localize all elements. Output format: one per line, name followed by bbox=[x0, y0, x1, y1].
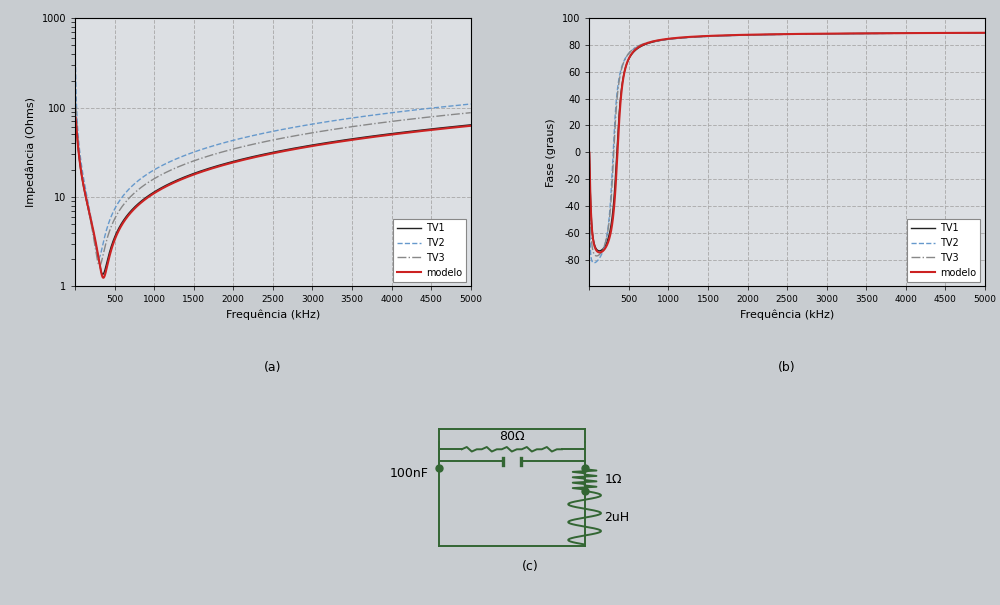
TV3 bbox=[971, 29, 983, 36]
modelo bbox=[629, 47, 641, 54]
modelo bbox=[583, 149, 595, 156]
modelo bbox=[735, 31, 747, 39]
TV1 bbox=[238, 155, 250, 162]
TV3 bbox=[414, 114, 426, 122]
TV2 bbox=[652, 37, 664, 44]
TV1 bbox=[138, 195, 150, 203]
Text: (c): (c) bbox=[522, 560, 538, 574]
TV2 bbox=[221, 139, 233, 146]
TV1 bbox=[221, 160, 233, 167]
TV3 bbox=[583, 149, 595, 157]
TV2 bbox=[457, 101, 469, 108]
TV3 bbox=[979, 29, 991, 36]
TV1 bbox=[735, 31, 747, 39]
TV2 bbox=[735, 31, 747, 39]
TV1 bbox=[929, 30, 941, 37]
TV3 bbox=[591, 252, 603, 260]
TV1 bbox=[97, 270, 109, 278]
Text: (a): (a) bbox=[264, 362, 282, 374]
TV2 bbox=[138, 173, 150, 180]
modelo bbox=[971, 29, 983, 36]
Line: modelo: modelo bbox=[589, 33, 985, 252]
modelo bbox=[97, 274, 109, 281]
Line: TV3: TV3 bbox=[589, 33, 985, 256]
Text: 1Ω: 1Ω bbox=[605, 473, 622, 486]
TV2 bbox=[465, 100, 477, 108]
TV1 bbox=[629, 47, 641, 54]
Line: TV2: TV2 bbox=[589, 33, 985, 263]
modelo bbox=[465, 122, 477, 129]
modelo bbox=[238, 156, 250, 163]
TV3 bbox=[465, 109, 477, 116]
X-axis label: Frequência (kHz): Frequência (kHz) bbox=[740, 310, 834, 321]
TV1 bbox=[652, 38, 664, 45]
Text: 80Ω: 80Ω bbox=[499, 430, 525, 443]
X-axis label: Frequência (kHz): Frequência (kHz) bbox=[226, 310, 320, 321]
TV3 bbox=[69, 88, 81, 95]
Point bbox=[577, 463, 593, 473]
TV3 bbox=[457, 110, 469, 117]
modelo bbox=[414, 128, 426, 135]
Line: TV3: TV3 bbox=[75, 91, 471, 266]
TV1 bbox=[971, 29, 983, 36]
TV3 bbox=[114, 206, 126, 213]
TV3 bbox=[238, 143, 250, 150]
TV1 bbox=[583, 149, 595, 156]
TV3 bbox=[94, 262, 106, 269]
modelo bbox=[457, 123, 469, 130]
Point bbox=[431, 463, 447, 473]
TV2 bbox=[979, 29, 991, 36]
TV3 bbox=[752, 31, 764, 38]
Y-axis label: Fase (graus): Fase (graus) bbox=[546, 118, 556, 186]
Legend: TV1, TV2, TV3, modelo: TV1, TV2, TV3, modelo bbox=[393, 219, 466, 281]
TV2 bbox=[929, 30, 941, 37]
modelo bbox=[221, 160, 233, 168]
TV1 bbox=[457, 122, 469, 129]
Line: TV1: TV1 bbox=[589, 33, 985, 251]
TV1 bbox=[414, 126, 426, 134]
TV1 bbox=[69, 114, 81, 122]
Point bbox=[577, 486, 593, 495]
modelo bbox=[69, 112, 81, 119]
modelo bbox=[979, 29, 991, 36]
TV2 bbox=[114, 196, 126, 203]
TV3 bbox=[221, 147, 233, 154]
TV1 bbox=[593, 247, 605, 255]
Legend: TV1, TV2, TV3, modelo: TV1, TV2, TV3, modelo bbox=[907, 219, 980, 281]
modelo bbox=[929, 30, 941, 37]
Text: (b): (b) bbox=[778, 362, 796, 374]
modelo bbox=[594, 249, 606, 256]
Text: 100nF: 100nF bbox=[389, 466, 428, 480]
TV1 bbox=[752, 31, 764, 38]
TV2 bbox=[238, 134, 250, 142]
TV2 bbox=[971, 30, 983, 37]
Line: TV2: TV2 bbox=[75, 45, 471, 258]
TV3 bbox=[652, 37, 664, 44]
modelo bbox=[114, 224, 126, 231]
TV2 bbox=[583, 151, 595, 158]
TV3 bbox=[929, 30, 941, 37]
modelo bbox=[652, 37, 664, 44]
TV3 bbox=[138, 182, 150, 189]
modelo bbox=[752, 31, 764, 38]
TV2 bbox=[752, 31, 764, 39]
TV2 bbox=[588, 260, 600, 267]
TV3 bbox=[735, 31, 747, 39]
Line: TV1: TV1 bbox=[75, 118, 471, 274]
TV3 bbox=[629, 44, 641, 51]
TV2 bbox=[629, 45, 641, 52]
TV1 bbox=[114, 222, 126, 229]
Y-axis label: Impedância (Ohms): Impedância (Ohms) bbox=[25, 97, 36, 208]
Text: 2uH: 2uH bbox=[605, 511, 630, 524]
TV2 bbox=[93, 254, 105, 261]
modelo bbox=[138, 197, 150, 204]
TV1 bbox=[979, 29, 991, 36]
TV1 bbox=[465, 121, 477, 128]
TV2 bbox=[414, 106, 426, 113]
TV2 bbox=[69, 41, 81, 48]
Line: modelo: modelo bbox=[75, 116, 471, 278]
